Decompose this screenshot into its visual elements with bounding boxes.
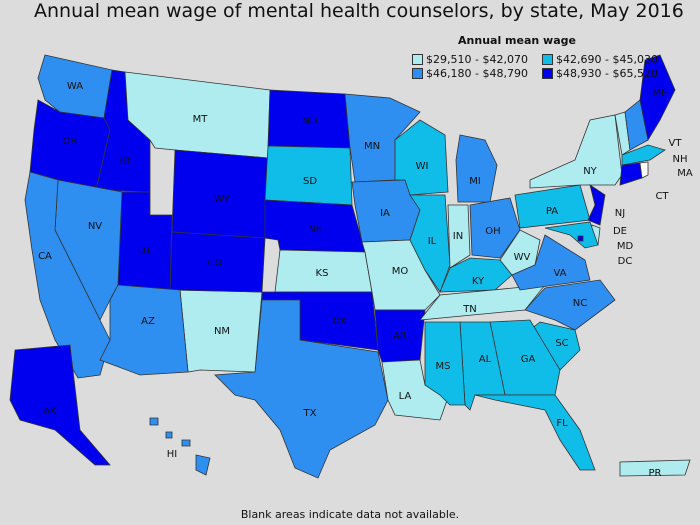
state-fl [474, 394, 596, 471]
state-label: TX [303, 408, 317, 419]
state-ri [639, 161, 649, 179]
state-label: PA [546, 206, 558, 217]
state-label: NJ [615, 208, 625, 219]
state-label: UT [138, 246, 152, 257]
state-tx [214, 299, 389, 479]
state-label: MT [193, 114, 209, 125]
state-label: CT [655, 191, 669, 202]
map-title: Annual mean wage of mental health counse… [34, 0, 684, 22]
state-label: FL [556, 418, 568, 429]
state-label: PR [649, 468, 662, 479]
legend-item: $29,510 - $42,070 [412, 53, 542, 66]
state-label: SD [303, 176, 317, 187]
state-label: NC [573, 298, 587, 309]
state-nc [524, 279, 616, 331]
state-label: MN [364, 141, 380, 152]
state-label: MI [469, 176, 481, 187]
state-label: OK [333, 316, 348, 327]
legend-label: $42,690 - $45,030 [556, 53, 658, 66]
state-label: MA [677, 168, 693, 179]
state-label: AR [393, 331, 407, 342]
state-label: CO [208, 258, 223, 269]
state-label: DE [613, 226, 627, 237]
state-label: NM [214, 326, 230, 337]
legend-item: $46,180 - $48,790 [412, 67, 542, 80]
state-label: ND [302, 116, 317, 127]
state-label: SC [555, 338, 568, 349]
legend: Annual mean wage $29,510 - $42,070 $42,6… [412, 34, 692, 80]
legend-swatch [542, 68, 553, 79]
state-label: IN [453, 231, 463, 242]
state-hi [149, 417, 159, 426]
state-hi-island [195, 454, 211, 476]
legend-swatch [412, 54, 423, 65]
state-label: AZ [141, 316, 155, 327]
state-label: KY [472, 276, 485, 287]
state-label: VT [669, 138, 683, 149]
state-az [99, 284, 189, 376]
state-label: ME [653, 88, 668, 99]
state-ca [24, 171, 111, 379]
state-me [639, 54, 676, 142]
state-label: AK [43, 406, 57, 417]
state-label: KS [316, 268, 329, 279]
state-label: NV [88, 221, 102, 232]
state-ms [424, 321, 466, 406]
state-label: IL [428, 236, 437, 247]
state-pr [619, 459, 691, 477]
legend-label: $29,510 - $42,070 [426, 53, 528, 66]
state-label: OH [485, 226, 500, 237]
state-label: GA [521, 354, 536, 365]
state-label: IA [380, 208, 390, 219]
state-la [381, 359, 451, 421]
legend-label: $48,930 - $65,520 [556, 67, 658, 80]
state-il [409, 194, 451, 293]
state-label: VA [553, 268, 566, 279]
state-label: NH [673, 154, 688, 165]
state-oh [469, 197, 521, 259]
state-label: OR [63, 136, 78, 147]
state-ak [9, 344, 111, 466]
state-in [447, 204, 471, 269]
state-ct [619, 162, 643, 186]
state-md [544, 221, 599, 249]
state-label: MS [436, 361, 451, 372]
state-label: DC [618, 256, 633, 267]
state-label: WA [67, 81, 83, 92]
state-label: LA [399, 391, 412, 402]
state-hi-island [165, 431, 173, 439]
legend-swatch [412, 68, 423, 79]
state-label: NY [583, 166, 597, 177]
legend-title: Annual mean wage [458, 34, 576, 47]
state-mi [455, 134, 498, 203]
state-ut [117, 191, 173, 291]
state-label: CA [38, 251, 52, 262]
state-label: ID [120, 156, 131, 167]
state-label: WV [514, 252, 531, 263]
state-hi-island [181, 439, 191, 447]
state-label: NE [308, 224, 322, 235]
legend-swatch [542, 54, 553, 65]
legend-item: $42,690 - $45,030 [542, 53, 672, 66]
state-ma [621, 144, 666, 166]
legend-item: $48,930 - $65,520 [542, 67, 672, 80]
legend-label: $46,180 - $48,790 [426, 67, 528, 80]
state-label: AL [479, 354, 492, 365]
state-label: MD [617, 241, 634, 252]
state-va [511, 234, 591, 291]
state-label: WI [416, 161, 429, 172]
state-dc [577, 235, 584, 242]
state-wi [394, 119, 449, 196]
state-label: TN [462, 304, 477, 315]
state-ny [529, 114, 623, 189]
state-nj [587, 184, 606, 226]
state-label: HI [167, 449, 177, 460]
state-label: MO [392, 266, 409, 277]
footnote: Blank areas indicate data not available. [240, 508, 460, 521]
state-label: WY [214, 194, 231, 205]
state-wv [499, 229, 541, 276]
